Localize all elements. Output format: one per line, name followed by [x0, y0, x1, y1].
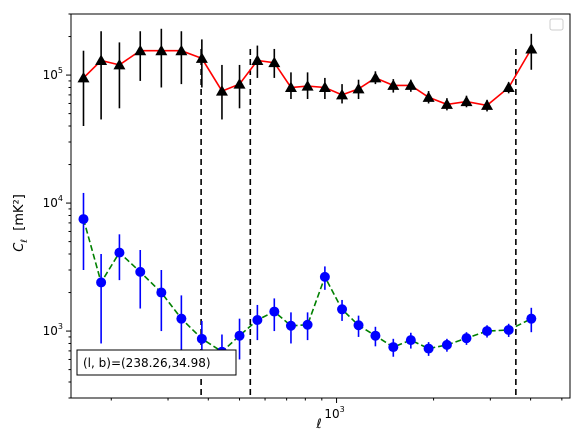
- series-0-point: [440, 98, 453, 109]
- series-1-point: [461, 333, 472, 344]
- series-0-point: [301, 80, 314, 91]
- series-0-point: [215, 85, 228, 96]
- series-1-point: [78, 214, 89, 225]
- series-0-point: [284, 81, 297, 92]
- series-1-point: [370, 330, 381, 341]
- series-0-point: [95, 54, 108, 65]
- series-0-point: [369, 71, 382, 83]
- y-tick-label: 105: [43, 66, 63, 82]
- axes-frame: [70, 13, 571, 399]
- series-1-point: [269, 306, 280, 317]
- series-0-point: [268, 56, 281, 68]
- annotation-box: (l, b)=(238.26,34.98): [76, 349, 237, 376]
- series-1-point: [252, 315, 263, 326]
- series-1-point: [285, 320, 296, 331]
- series-0-point: [175, 44, 188, 56]
- legend-box: [549, 18, 564, 31]
- series-1-point: [423, 343, 434, 354]
- y-axis-label-subscript: ℓ: [20, 239, 30, 244]
- series-1-point: [337, 304, 348, 315]
- series-1-point: [526, 313, 537, 324]
- plot-area: [77, 28, 538, 398]
- x-tick-label: 103: [324, 405, 344, 421]
- series-1-point: [302, 319, 313, 330]
- series-1-point: [176, 313, 187, 324]
- series-1-point: [353, 320, 364, 331]
- y-axis-label-main: C: [12, 242, 27, 252]
- y-tick-label: 104: [43, 194, 63, 210]
- y-axis-label-unit: [mK²]: [12, 194, 27, 231]
- y-axis-label: Cℓ [mK²]: [12, 194, 30, 252]
- series-1-point: [319, 271, 330, 282]
- series-1-point: [196, 333, 207, 344]
- series-0-point: [336, 88, 349, 100]
- series-0-point: [404, 79, 417, 90]
- ticks: 103 104 105 103: [43, 13, 563, 421]
- series-1-point: [482, 326, 493, 337]
- series-0-point: [460, 95, 473, 107]
- series-1-point: [156, 287, 167, 298]
- annotation-text: (l, b)=(238.26,34.98): [83, 356, 211, 370]
- series-0-point: [352, 82, 365, 94]
- series-0-point: [318, 81, 331, 92]
- series-1-point: [234, 330, 245, 341]
- series-0-point: [502, 81, 515, 92]
- svg-text:Cℓ [mK²]: Cℓ [mK²]: [12, 194, 30, 252]
- x-axis-label: ℓ: [315, 417, 321, 432]
- series-0-point: [251, 54, 264, 65]
- series-1-point: [503, 324, 514, 335]
- series-1-point: [96, 277, 107, 288]
- series-0-point: [422, 91, 435, 102]
- series-0-point: [134, 44, 147, 56]
- series-0-point: [387, 79, 400, 90]
- y-tick-label: 103: [43, 322, 63, 338]
- series-1-point: [114, 247, 125, 258]
- series-0-point: [525, 42, 538, 54]
- series-0-point: [481, 99, 494, 110]
- series-1-point: [388, 342, 399, 353]
- series-0-point: [233, 78, 246, 89]
- series-1-point: [135, 266, 146, 277]
- series-0-point: [155, 44, 168, 56]
- series-0-point: [113, 58, 126, 70]
- series-1-point: [405, 335, 416, 346]
- series-0-point: [195, 52, 208, 63]
- series-1-point: [441, 339, 452, 350]
- series-0-point: [77, 71, 90, 83]
